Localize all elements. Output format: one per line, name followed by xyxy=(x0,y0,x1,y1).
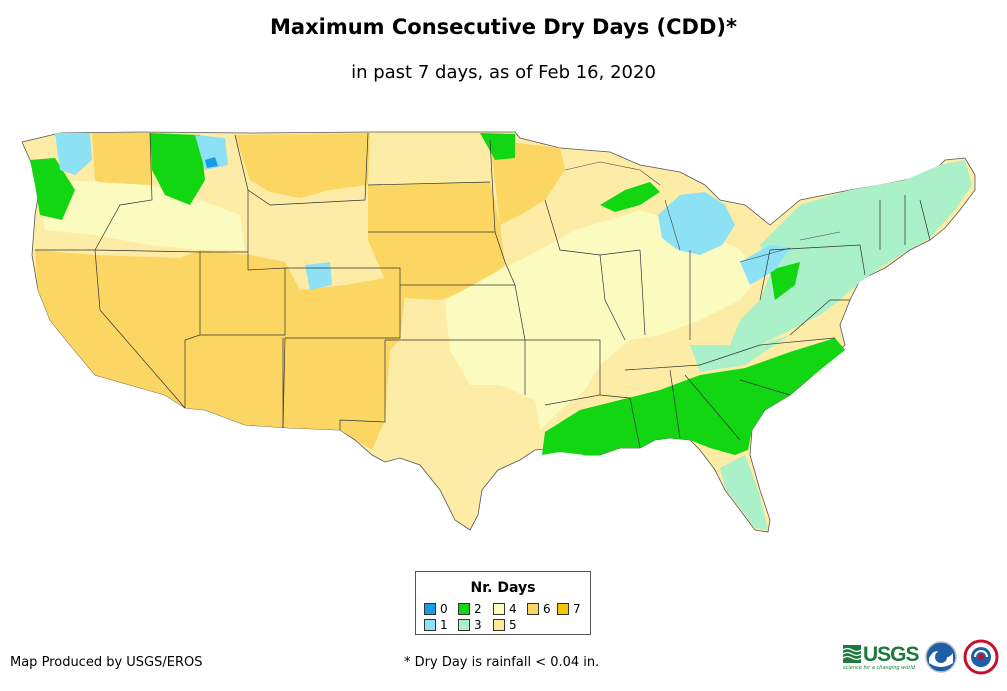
legend-label-2: 2 xyxy=(474,602,482,616)
map-subtitle: in past 7 days, as of Feb 16, 2020 xyxy=(351,62,656,83)
region-2day-michigan-up xyxy=(600,182,660,212)
usgs-logo: USGS science for a changing world xyxy=(843,643,920,673)
region-1day-colorado xyxy=(305,262,332,290)
region-6day-montana xyxy=(235,133,370,198)
region-1day-washington xyxy=(55,133,92,175)
legend: Nr. Days 0 1 2 3 4 5 6 7 xyxy=(415,571,591,635)
legend-label-6: 6 xyxy=(543,602,551,616)
legend-swatch-7 xyxy=(557,603,569,615)
region-1day-idaho xyxy=(195,135,228,170)
legend-item-1: 1 xyxy=(424,619,448,632)
legend-swatch-5 xyxy=(493,619,505,631)
usgs-wave-icon xyxy=(843,645,861,663)
region-2day-southeast xyxy=(542,338,845,455)
legend-label-1: 1 xyxy=(440,618,448,632)
legend-item-6: 6 xyxy=(527,603,551,616)
legend-swatch-2 xyxy=(458,603,470,615)
dry-day-footnote: * Dry Day is rainfall < 0.04 in. xyxy=(404,655,600,670)
region-1day-lake-erie xyxy=(740,245,790,285)
legend-label-0: 0 xyxy=(440,602,448,616)
nws-logo-icon xyxy=(963,639,999,675)
map-title: Maximum Consecutive Dry Days (CDD)* xyxy=(270,15,737,39)
region-4day-idaho xyxy=(40,180,245,250)
region-3day-florida xyxy=(720,455,768,530)
legend-swatch-3 xyxy=(458,619,470,631)
legend-item-4: 4 xyxy=(493,603,517,616)
usgs-tagline: science for a changing world xyxy=(843,665,915,671)
region-3day-northeast xyxy=(730,160,972,345)
legend-swatch-4 xyxy=(493,603,505,615)
legend-swatch-0 xyxy=(424,603,436,615)
region-2day-ohio xyxy=(770,262,800,300)
legend-label-4: 4 xyxy=(509,602,517,616)
legend-label-7: 7 xyxy=(573,602,581,616)
region-2day-montana-west xyxy=(150,133,205,205)
legend-title: Nr. Days xyxy=(470,580,536,596)
legend-item-3: 3 xyxy=(458,619,482,632)
region-6day-plains xyxy=(368,182,505,300)
legend-label-5: 5 xyxy=(509,618,517,632)
legend-item-7: 7 xyxy=(557,603,581,616)
region-4day-central xyxy=(445,210,760,430)
legend-swatch-6 xyxy=(527,603,539,615)
region-1day-lake-michigan xyxy=(658,192,735,255)
region-0day-spot xyxy=(205,157,218,168)
region-6day-west xyxy=(35,250,405,450)
legend-item-0: 0 xyxy=(424,603,448,616)
legend-item-5: 5 xyxy=(493,619,517,632)
noaa-logo-icon xyxy=(925,641,957,673)
usgs-wordmark: USGS xyxy=(863,643,920,666)
region-6day-minnesota xyxy=(490,140,565,225)
region-2day-nd xyxy=(480,133,515,160)
great-lakes-outline xyxy=(564,161,841,263)
legend-label-3: 3 xyxy=(474,618,482,632)
region-2day-washington xyxy=(30,158,75,220)
legend-swatch-1 xyxy=(424,619,436,631)
legend-item-2: 2 xyxy=(458,603,482,616)
map-credit: Map Produced by USGS/EROS xyxy=(10,655,203,670)
state-boundaries xyxy=(35,132,931,449)
